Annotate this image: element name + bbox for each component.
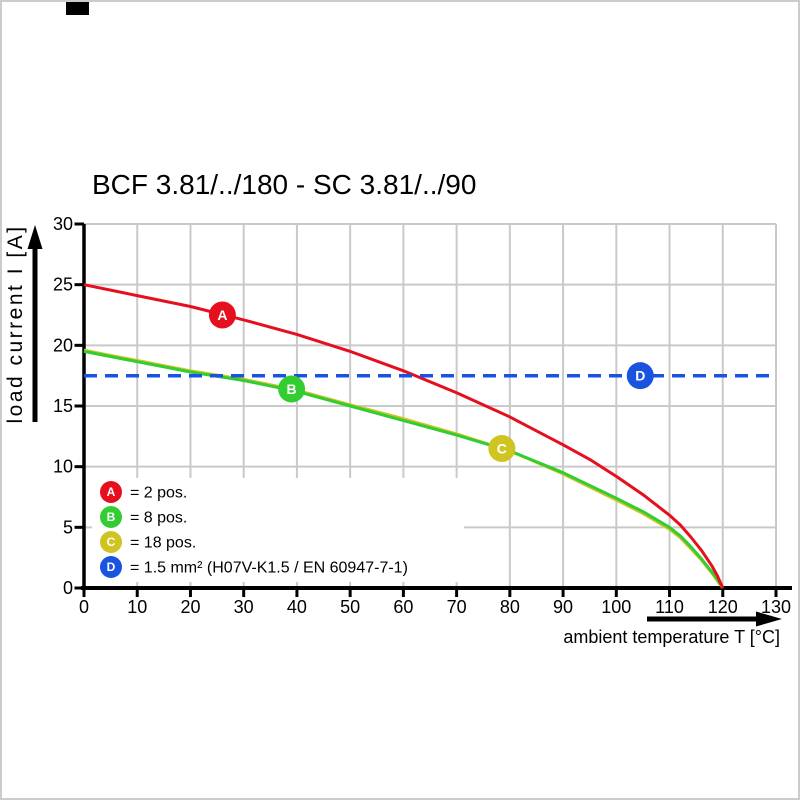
- y-axis-label: load current I [A]: [4, 224, 27, 423]
- x-tick-label: 110: [655, 597, 684, 617]
- legend-badge-C: [100, 531, 122, 553]
- tick-labels: 0 10 20 30 40 50 60 70 80 90 100 110 120 130 0 5 10 15 20 2…: [53, 214, 791, 617]
- tick-marks: [74, 222, 778, 597]
- x-tick-label: 70: [447, 597, 467, 617]
- legend: A = 2 pos. B = 8 pos. C = 18 pos. D = 1.5 mm² (…: [100, 481, 408, 578]
- x-tick-label: 0: [79, 597, 89, 617]
- y-axis-arrow-icon: [27, 225, 43, 249]
- x-axis-label: ambient temperature T [°C]: [563, 627, 780, 647]
- legend-item-B: B = 8 pos.: [100, 506, 187, 528]
- marker-A: [208, 301, 236, 329]
- y-tick-label: 30: [53, 214, 73, 234]
- marker-letter-D: D: [635, 368, 645, 384]
- legend-badge-D: [100, 556, 122, 578]
- corner-mark: [66, 2, 89, 15]
- legend-item-A: A = 2 pos.: [100, 481, 187, 503]
- marker-letter-B: B: [287, 381, 297, 397]
- legend-item-label: = 18 pos.: [130, 535, 196, 552]
- legend-background: [92, 478, 464, 582]
- x-tick-label: 10: [127, 597, 147, 617]
- legend-badge-B: [100, 506, 122, 528]
- marker-D: [626, 362, 654, 390]
- legend-item-label: = 2 pos.: [130, 485, 187, 502]
- marker-letter-A: A: [217, 307, 227, 323]
- curve-markers: C B A D: [208, 301, 654, 462]
- curve-A: [83, 283, 725, 589]
- y-tick-label: 25: [53, 275, 73, 295]
- x-tick-label: 80: [500, 597, 520, 617]
- x-tick-label: 100: [601, 597, 631, 617]
- legend-badge-letter: D: [107, 560, 116, 574]
- legend-badge-A: [100, 481, 122, 503]
- marker-B: [278, 375, 306, 403]
- legend-item-D: D = 1.5 mm² (H07V-K1.5 / EN 60947-7-1): [100, 556, 408, 578]
- x-tick-label: 90: [553, 597, 573, 617]
- legend-badge-letter: B: [107, 510, 116, 524]
- x-tick-label: 60: [393, 597, 413, 617]
- x-tick-label: 120: [708, 597, 738, 617]
- x-tick-label: 50: [340, 597, 360, 617]
- x-axis-arrow-icon: [756, 611, 782, 627]
- curves: [83, 283, 776, 589]
- marker-C: [488, 434, 516, 462]
- legend-item-label: = 1.5 mm² (H07V-K1.5 / EN 60947-7-1): [130, 560, 408, 577]
- y-tick-label: 10: [53, 457, 73, 477]
- curve-B: [83, 349, 725, 589]
- chart-title: BCF 3.81/../180 - SC 3.81/../90: [92, 169, 476, 200]
- legend-badge-letter: C: [107, 535, 116, 549]
- legend-item-C: C = 18 pos.: [100, 531, 196, 553]
- y-tick-label: 5: [63, 517, 73, 537]
- y-tick-label: 20: [53, 335, 73, 355]
- x-tick-label: 130: [761, 597, 791, 617]
- legend-item-label: = 8 pos.: [130, 510, 187, 527]
- legend-badge-letter: A: [107, 485, 116, 499]
- x-tick-label: 30: [234, 597, 254, 617]
- y-tick-label: 0: [63, 578, 73, 598]
- y-tick-label: 15: [53, 396, 73, 416]
- x-tick-label: 40: [287, 597, 307, 617]
- marker-letter-C: C: [497, 440, 507, 456]
- x-tick-label: 20: [180, 597, 200, 617]
